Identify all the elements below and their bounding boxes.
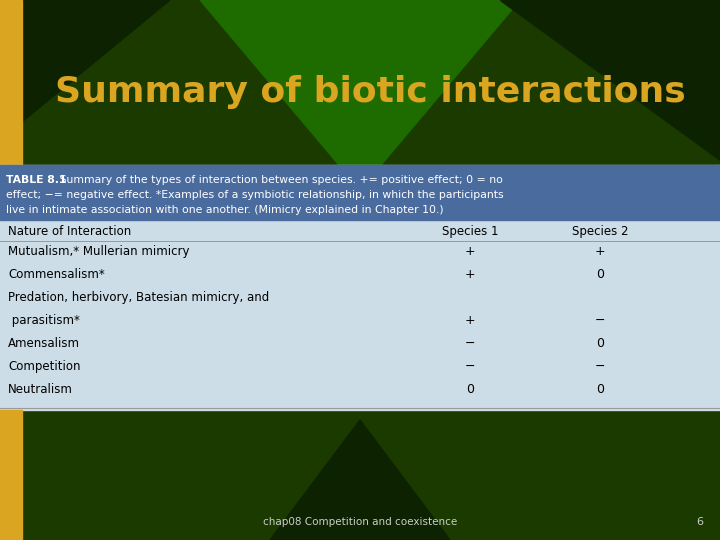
Text: Summary of the types of interaction between species. += positive effect; 0 = no: Summary of the types of interaction betw…: [56, 175, 503, 185]
Text: −: −: [464, 360, 475, 373]
Text: Commensalism*: Commensalism*: [8, 268, 104, 281]
Text: Species 1: Species 1: [442, 225, 498, 238]
Text: Amensalism: Amensalism: [8, 337, 80, 350]
Text: Competition: Competition: [8, 360, 81, 373]
Text: effect; −= negative effect. *Examples of a symbiotic relationship, in which the : effect; −= negative effect. *Examples of…: [6, 190, 503, 200]
Bar: [0, 410, 22, 540]
Text: 0: 0: [596, 268, 604, 281]
Text: TABLE 8.1: TABLE 8.1: [6, 175, 66, 185]
Text: Summary of biotic interactions: Summary of biotic interactions: [55, 75, 685, 109]
Text: +: +: [464, 268, 475, 281]
Text: Neutralism: Neutralism: [8, 383, 73, 396]
Text: parasitism*: parasitism*: [8, 314, 80, 327]
Text: live in intimate association with one another. (Mimicry explained in Chapter 10.: live in intimate association with one an…: [6, 205, 444, 215]
Polygon shape: [200, 0, 520, 190]
Polygon shape: [500, 0, 720, 160]
Text: Predation, herbivory, Batesian mimicry, and: Predation, herbivory, Batesian mimicry, …: [8, 291, 269, 304]
Text: Nature of Interaction: Nature of Interaction: [8, 225, 131, 238]
Text: 0: 0: [466, 383, 474, 396]
Bar: [0, 165, 720, 220]
Text: 6: 6: [696, 517, 703, 527]
Bar: [0, 0, 22, 165]
Polygon shape: [0, 0, 170, 140]
Text: 0: 0: [596, 383, 604, 396]
Text: −: −: [595, 360, 606, 373]
Text: chap08 Competition and coexistence: chap08 Competition and coexistence: [263, 517, 457, 527]
Text: −: −: [595, 314, 606, 327]
Bar: [0, 165, 720, 410]
Text: +: +: [464, 245, 475, 258]
Polygon shape: [270, 420, 450, 540]
Text: −: −: [464, 337, 475, 350]
Text: +: +: [464, 314, 475, 327]
Text: Mutualism,* Mullerian mimicry: Mutualism,* Mullerian mimicry: [8, 245, 189, 258]
Text: 0: 0: [596, 337, 604, 350]
Text: +: +: [595, 245, 606, 258]
Text: Species 2: Species 2: [572, 225, 629, 238]
